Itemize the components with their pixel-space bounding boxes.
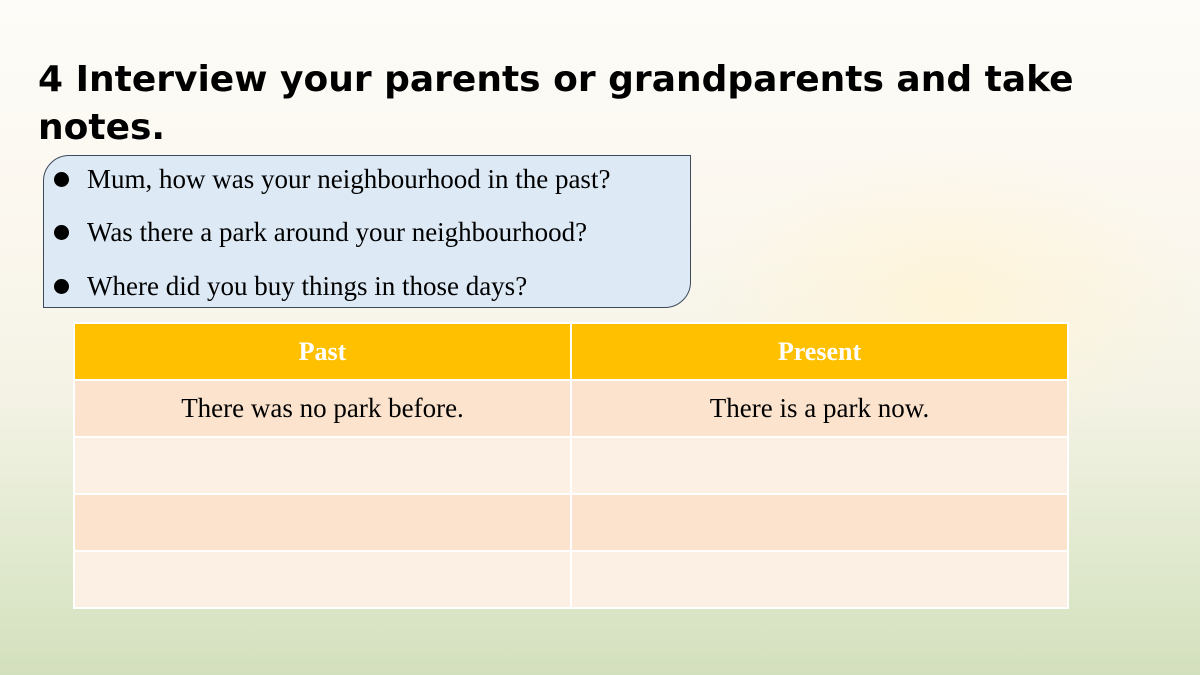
header-past: Past [73,322,572,381]
cell-past[interactable] [73,493,572,552]
table-header-row: Past Present [73,322,1069,381]
header-present: Present [570,322,1069,381]
table-row: There was no park before. There is a par… [73,379,1069,438]
cell-present[interactable] [570,493,1069,552]
cell-present[interactable] [570,550,1069,609]
notes-table: Past Present There was no park before. T… [73,322,1069,609]
bullet-icon [54,279,69,294]
table-row [73,550,1069,609]
question-text: Was there a park around your neighbourho… [87,217,588,247]
table-row [73,493,1069,552]
cell-present[interactable]: There is a park now. [570,379,1069,438]
bullet-icon [54,225,69,240]
cell-present[interactable] [570,436,1069,495]
page-title: 4 Interview your parents or grandparents… [38,59,1074,148]
question-item: Was there a park around your neighbourho… [54,217,587,248]
question-item: Mum, how was your neighbourhood in the p… [54,164,610,195]
table-row [73,436,1069,495]
cell-past[interactable]: There was no park before. [73,379,572,438]
cell-past[interactable] [73,436,572,495]
questions-box: Mum, how was your neighbourhood in the p… [43,155,691,308]
bullet-icon [54,172,69,187]
cell-past[interactable] [73,550,572,609]
question-text: Mum, how was your neighbourhood in the p… [87,164,611,194]
question-text: Where did you buy things in those days? [87,271,528,301]
question-item: Where did you buy things in those days? [54,271,527,302]
